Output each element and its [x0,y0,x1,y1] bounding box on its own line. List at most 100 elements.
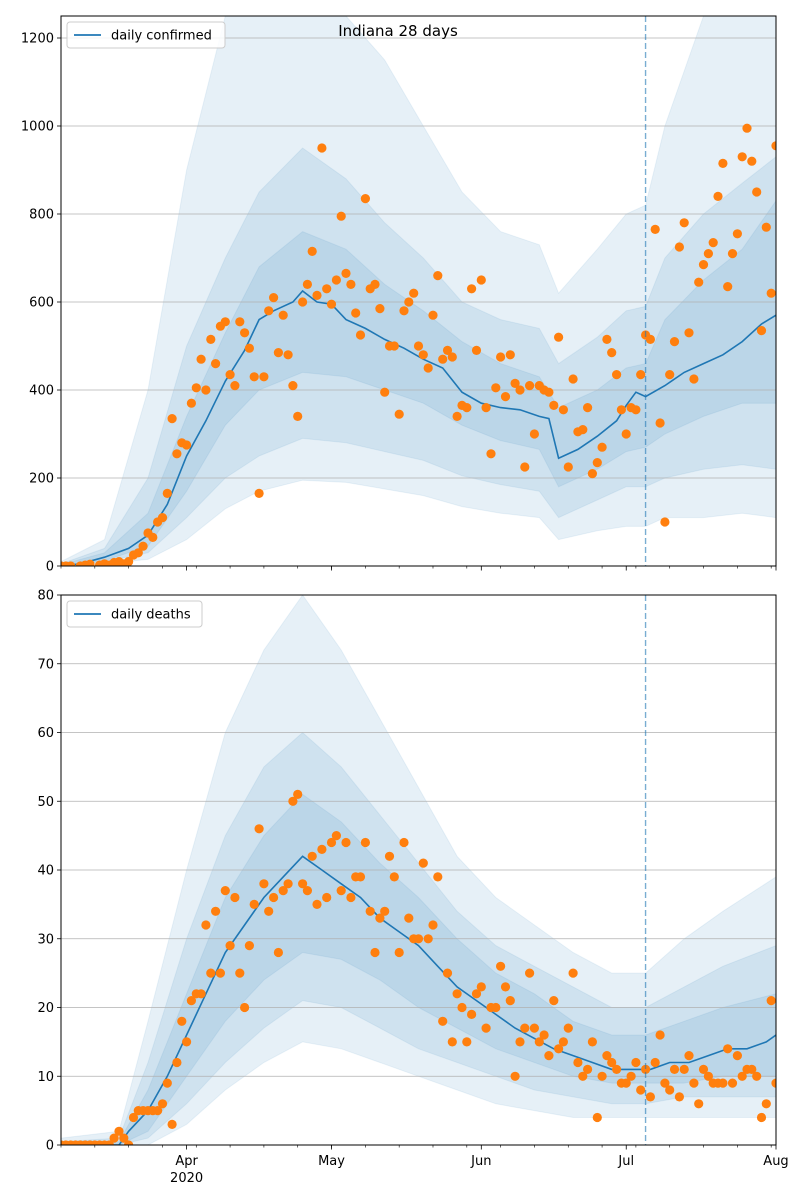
data-point [162,488,172,498]
data-point [534,1037,544,1047]
data-point [235,968,245,978]
data-point [771,141,776,151]
data-point [211,906,221,916]
data-point [607,348,617,358]
data-point [196,989,206,999]
data-point [433,271,443,281]
data-point [723,1044,733,1054]
data-point [641,1064,651,1074]
plot-area [61,595,776,1145]
chart-title: Indiana 28 days [338,22,458,40]
data-point [85,559,95,566]
data-point [756,326,767,336]
legend: daily deaths [66,600,203,628]
legend: daily confirmed [66,21,226,49]
data-point [399,837,409,848]
data-point [505,996,515,1006]
data-point [665,1085,675,1095]
data-point [298,879,308,889]
data-point [355,330,366,340]
data-point [578,1071,588,1081]
data-point [727,249,738,259]
data-point [312,290,322,300]
band-inner [61,793,776,1145]
data-point [399,306,409,316]
data-point [756,1112,767,1123]
data-point [732,229,743,239]
data-point [293,789,303,800]
data-point [592,1112,602,1123]
data-point [718,1078,728,1088]
data-point [732,1051,743,1061]
data-point [496,961,506,971]
y-tick-label: 70 [37,657,54,672]
data-point [723,282,733,292]
x-tick-label: Jun [470,1154,491,1169]
data-point [563,462,573,472]
deaths-chart-panel: 0 10 20 30 40 50 60 70 80 Apr 2020 May Jun Jul Aug dail… [37,589,788,1187]
data-point [124,1140,134,1145]
data-point [404,913,414,923]
data-point [418,858,428,868]
data-point [322,284,332,294]
axes-frame [60,15,777,567]
data-point [520,1023,530,1033]
data-point [182,440,192,450]
data-point [220,886,230,896]
data-point [389,872,399,882]
data-point [703,1071,714,1081]
data-point [645,334,656,344]
data-point [336,211,346,221]
data-point [254,824,264,834]
data-point [669,1064,680,1074]
data-point [438,1016,448,1026]
data-point [713,191,723,201]
data-point [128,1112,139,1123]
data-point [694,277,704,287]
data-point [684,328,694,338]
data-point [259,879,269,889]
legend-label: daily deaths [111,608,191,623]
data-point [293,411,303,421]
data-point [133,548,143,558]
data-point [186,996,196,1006]
data-point [467,1009,477,1020]
data-point [307,851,317,861]
data-point [341,268,351,278]
x-tick-label: May [318,1154,345,1169]
data-point [525,381,535,391]
data-point [544,1051,554,1061]
data-point [201,920,211,930]
data-point [747,156,757,166]
data-point [370,279,380,289]
data-point [191,383,201,393]
data-point [302,279,312,289]
data-point [336,886,346,896]
data-point [645,1092,656,1102]
data-point [476,982,486,992]
data-point [631,405,641,415]
data-point [747,1064,757,1074]
x-tick-sublabel: 2020 [170,1171,203,1186]
data-point [244,343,254,353]
data-point [254,488,264,498]
data-point [452,989,462,999]
data-point [447,1037,457,1047]
data-point [438,354,448,364]
band-inner [61,199,776,566]
data-point [447,352,457,362]
data-point [380,906,390,916]
y-tick-label: 600 [29,296,54,311]
data-point [167,414,177,424]
data-point [597,442,607,452]
data-point [264,306,274,316]
data-point [240,328,250,338]
data-point [568,374,578,384]
data-point [471,345,482,355]
data-point [172,1057,182,1068]
data-point [481,403,491,413]
legend-label: daily confirmed [111,29,212,44]
data-point [505,350,515,360]
data-point [669,337,680,347]
data-point [322,892,332,903]
